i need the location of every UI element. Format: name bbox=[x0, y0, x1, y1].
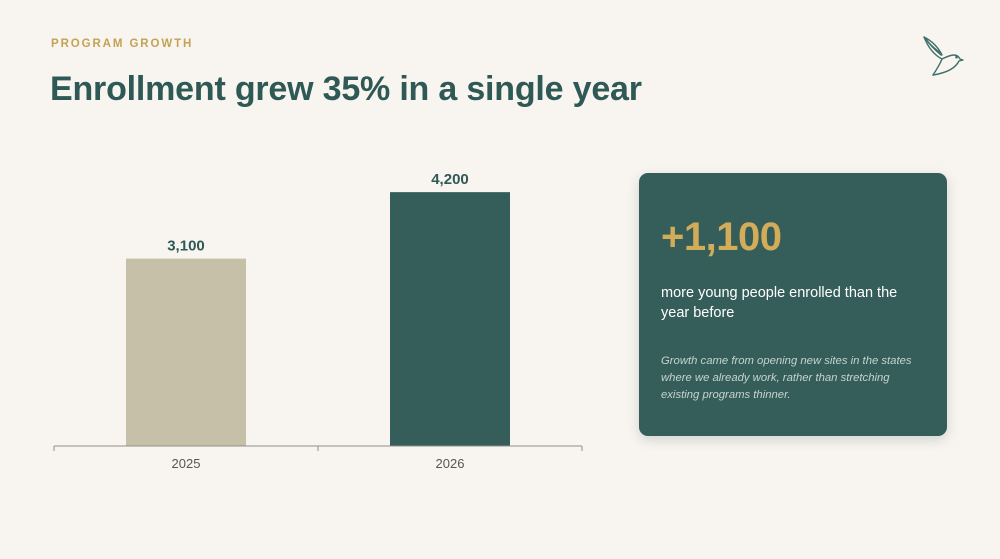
stat-value: +1,100 bbox=[661, 215, 782, 259]
data-label-2025: 3,100 bbox=[167, 238, 205, 255]
page-title: Enrollment grew 35% in a single year bbox=[50, 70, 642, 108]
section-eyebrow: PROGRAM GROWTH bbox=[51, 38, 194, 50]
stat-description: more young people enrolled than the year… bbox=[661, 285, 898, 321]
bird-icon bbox=[923, 36, 964, 76]
tick-label-2025: 2025 bbox=[172, 456, 201, 471]
bar-2025 bbox=[126, 258, 246, 446]
data-label-2026: 4,200 bbox=[431, 171, 469, 188]
stat-note: Growth came from opening new sites in th… bbox=[661, 355, 912, 401]
tick-label-2026: 2026 bbox=[436, 456, 465, 471]
bar-2026 bbox=[390, 192, 510, 446]
stat-card: +1,100 more young people enrolled than t… bbox=[639, 173, 947, 436]
